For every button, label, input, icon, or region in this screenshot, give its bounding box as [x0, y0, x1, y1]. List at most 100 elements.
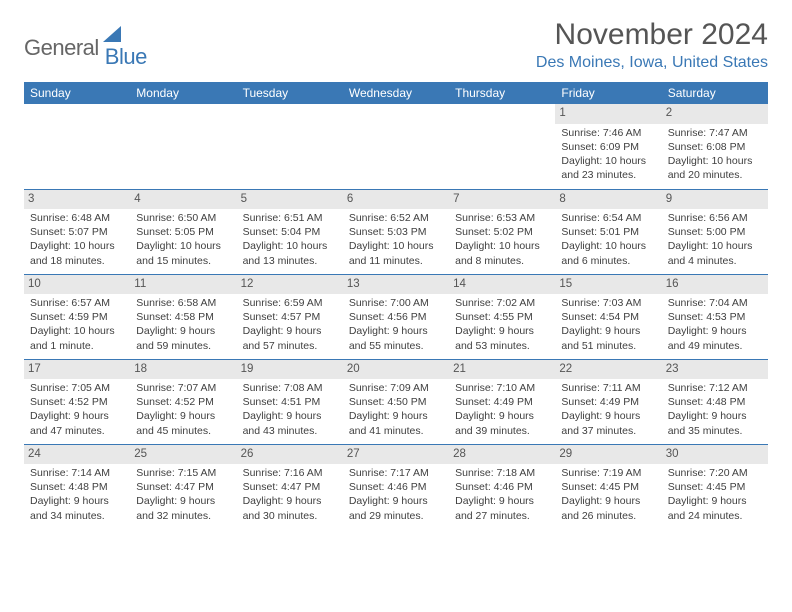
- calendar-day-cell: 14Sunrise: 7:02 AMSunset: 4:55 PMDayligh…: [449, 274, 555, 359]
- sunset-text: Sunset: 4:58 PM: [136, 310, 230, 324]
- day-body: Sunrise: 7:05 AMSunset: 4:52 PMDaylight:…: [28, 381, 126, 438]
- calendar-day-cell: 30Sunrise: 7:20 AMSunset: 4:45 PMDayligh…: [662, 444, 768, 529]
- calendar-day-cell: 17Sunrise: 7:05 AMSunset: 4:52 PMDayligh…: [24, 359, 130, 444]
- weekday-header: Monday: [130, 82, 236, 104]
- day-body: Sunrise: 7:19 AMSunset: 4:45 PMDaylight:…: [559, 466, 657, 523]
- day-number: 23: [662, 360, 768, 380]
- calendar-day-cell: [24, 104, 130, 189]
- calendar-day-cell: 5Sunrise: 6:51 AMSunset: 5:04 PMDaylight…: [237, 189, 343, 274]
- sunrise-text: Sunrise: 7:17 AM: [349, 466, 443, 480]
- sunset-text: Sunset: 4:53 PM: [668, 310, 762, 324]
- calendar-week-row: 1Sunrise: 7:46 AMSunset: 6:09 PMDaylight…: [24, 104, 768, 189]
- daylight-text: Daylight: 10 hours and 18 minutes.: [30, 239, 124, 267]
- sunset-text: Sunset: 4:51 PM: [243, 395, 337, 409]
- calendar-day-cell: 18Sunrise: 7:07 AMSunset: 4:52 PMDayligh…: [130, 359, 236, 444]
- sunrise-text: Sunrise: 7:15 AM: [136, 466, 230, 480]
- sunset-text: Sunset: 4:57 PM: [243, 310, 337, 324]
- day-body: Sunrise: 7:14 AMSunset: 4:48 PMDaylight:…: [28, 466, 126, 523]
- day-number: 7: [449, 190, 555, 210]
- calendar-day-cell: 22Sunrise: 7:11 AMSunset: 4:49 PMDayligh…: [555, 359, 661, 444]
- sunrise-text: Sunrise: 7:46 AM: [561, 126, 655, 140]
- day-body: Sunrise: 7:09 AMSunset: 4:50 PMDaylight:…: [347, 381, 445, 438]
- sunrise-text: Sunrise: 7:05 AM: [30, 381, 124, 395]
- day-body: Sunrise: 7:17 AMSunset: 4:46 PMDaylight:…: [347, 466, 445, 523]
- calendar-day-cell: [343, 104, 449, 189]
- day-body: Sunrise: 7:20 AMSunset: 4:45 PMDaylight:…: [666, 466, 764, 523]
- calendar-day-cell: 21Sunrise: 7:10 AMSunset: 4:49 PMDayligh…: [449, 359, 555, 444]
- day-number: 25: [130, 445, 236, 465]
- daylight-text: Daylight: 9 hours and 59 minutes.: [136, 324, 230, 352]
- calendar-page: General Blue November 2024 Des Moines, I…: [0, 0, 792, 547]
- day-body: Sunrise: 6:59 AMSunset: 4:57 PMDaylight:…: [241, 296, 339, 353]
- calendar-day-cell: 12Sunrise: 6:59 AMSunset: 4:57 PMDayligh…: [237, 274, 343, 359]
- sunset-text: Sunset: 4:47 PM: [136, 480, 230, 494]
- sunrise-text: Sunrise: 7:08 AM: [243, 381, 337, 395]
- sunset-text: Sunset: 5:03 PM: [349, 225, 443, 239]
- day-body: Sunrise: 6:51 AMSunset: 5:04 PMDaylight:…: [241, 211, 339, 268]
- day-body: Sunrise: 6:48 AMSunset: 5:07 PMDaylight:…: [28, 211, 126, 268]
- daylight-text: Daylight: 9 hours and 39 minutes.: [455, 409, 549, 437]
- daylight-text: Daylight: 9 hours and 37 minutes.: [561, 409, 655, 437]
- weekday-header: Wednesday: [343, 82, 449, 104]
- day-body: Sunrise: 6:52 AMSunset: 5:03 PMDaylight:…: [347, 211, 445, 268]
- calendar-day-cell: 1Sunrise: 7:46 AMSunset: 6:09 PMDaylight…: [555, 104, 661, 189]
- day-number: 17: [24, 360, 130, 380]
- day-body: Sunrise: 7:47 AMSunset: 6:08 PMDaylight:…: [666, 126, 764, 183]
- daylight-text: Daylight: 9 hours and 51 minutes.: [561, 324, 655, 352]
- day-number: 28: [449, 445, 555, 465]
- sunset-text: Sunset: 4:46 PM: [349, 480, 443, 494]
- sunset-text: Sunset: 5:02 PM: [455, 225, 549, 239]
- weekday-header: Saturday: [662, 82, 768, 104]
- sunset-text: Sunset: 6:09 PM: [561, 140, 655, 154]
- calendar-week-row: 24Sunrise: 7:14 AMSunset: 4:48 PMDayligh…: [24, 444, 768, 529]
- day-number: 24: [24, 445, 130, 465]
- logo-text-blue: Blue: [105, 44, 147, 70]
- sunrise-text: Sunrise: 6:53 AM: [455, 211, 549, 225]
- calendar-day-cell: 25Sunrise: 7:15 AMSunset: 4:47 PMDayligh…: [130, 444, 236, 529]
- daylight-text: Daylight: 9 hours and 55 minutes.: [349, 324, 443, 352]
- daylight-text: Daylight: 9 hours and 27 minutes.: [455, 494, 549, 522]
- daylight-text: Daylight: 9 hours and 30 minutes.: [243, 494, 337, 522]
- calendar-day-cell: 10Sunrise: 6:57 AMSunset: 4:59 PMDayligh…: [24, 274, 130, 359]
- sunset-text: Sunset: 4:49 PM: [455, 395, 549, 409]
- day-number: 3: [24, 190, 130, 210]
- day-body: Sunrise: 6:50 AMSunset: 5:05 PMDaylight:…: [134, 211, 232, 268]
- day-number: 26: [237, 445, 343, 465]
- daylight-text: Daylight: 9 hours and 57 minutes.: [243, 324, 337, 352]
- daylight-text: Daylight: 10 hours and 4 minutes.: [668, 239, 762, 267]
- sunset-text: Sunset: 6:08 PM: [668, 140, 762, 154]
- sunrise-text: Sunrise: 6:59 AM: [243, 296, 337, 310]
- calendar-day-cell: 7Sunrise: 6:53 AMSunset: 5:02 PMDaylight…: [449, 189, 555, 274]
- sunrise-text: Sunrise: 7:09 AM: [349, 381, 443, 395]
- day-number: 27: [343, 445, 449, 465]
- calendar-day-cell: [237, 104, 343, 189]
- day-number: 10: [24, 275, 130, 295]
- day-number: 5: [237, 190, 343, 210]
- sunset-text: Sunset: 5:01 PM: [561, 225, 655, 239]
- calendar-day-cell: 3Sunrise: 6:48 AMSunset: 5:07 PMDaylight…: [24, 189, 130, 274]
- day-number: 20: [343, 360, 449, 380]
- daylight-text: Daylight: 9 hours and 32 minutes.: [136, 494, 230, 522]
- sunrise-text: Sunrise: 7:00 AM: [349, 296, 443, 310]
- day-number: 2: [662, 104, 768, 124]
- calendar-day-cell: 2Sunrise: 7:47 AMSunset: 6:08 PMDaylight…: [662, 104, 768, 189]
- calendar-day-cell: 13Sunrise: 7:00 AMSunset: 4:56 PMDayligh…: [343, 274, 449, 359]
- daylight-text: Daylight: 9 hours and 26 minutes.: [561, 494, 655, 522]
- day-number: 22: [555, 360, 661, 380]
- calendar-day-cell: 15Sunrise: 7:03 AMSunset: 4:54 PMDayligh…: [555, 274, 661, 359]
- calendar-week-row: 10Sunrise: 6:57 AMSunset: 4:59 PMDayligh…: [24, 274, 768, 359]
- day-body: Sunrise: 6:57 AMSunset: 4:59 PMDaylight:…: [28, 296, 126, 353]
- sunrise-text: Sunrise: 7:10 AM: [455, 381, 549, 395]
- weekday-header-row: Sunday Monday Tuesday Wednesday Thursday…: [24, 82, 768, 104]
- calendar-day-cell: 26Sunrise: 7:16 AMSunset: 4:47 PMDayligh…: [237, 444, 343, 529]
- sunrise-text: Sunrise: 7:04 AM: [668, 296, 762, 310]
- sunrise-text: Sunrise: 6:54 AM: [561, 211, 655, 225]
- day-body: Sunrise: 7:03 AMSunset: 4:54 PMDaylight:…: [559, 296, 657, 353]
- calendar-day-cell: 6Sunrise: 6:52 AMSunset: 5:03 PMDaylight…: [343, 189, 449, 274]
- sunset-text: Sunset: 4:52 PM: [136, 395, 230, 409]
- day-number: 16: [662, 275, 768, 295]
- sunset-text: Sunset: 4:47 PM: [243, 480, 337, 494]
- sunset-text: Sunset: 4:54 PM: [561, 310, 655, 324]
- sunset-text: Sunset: 4:45 PM: [561, 480, 655, 494]
- daylight-text: Daylight: 10 hours and 8 minutes.: [455, 239, 549, 267]
